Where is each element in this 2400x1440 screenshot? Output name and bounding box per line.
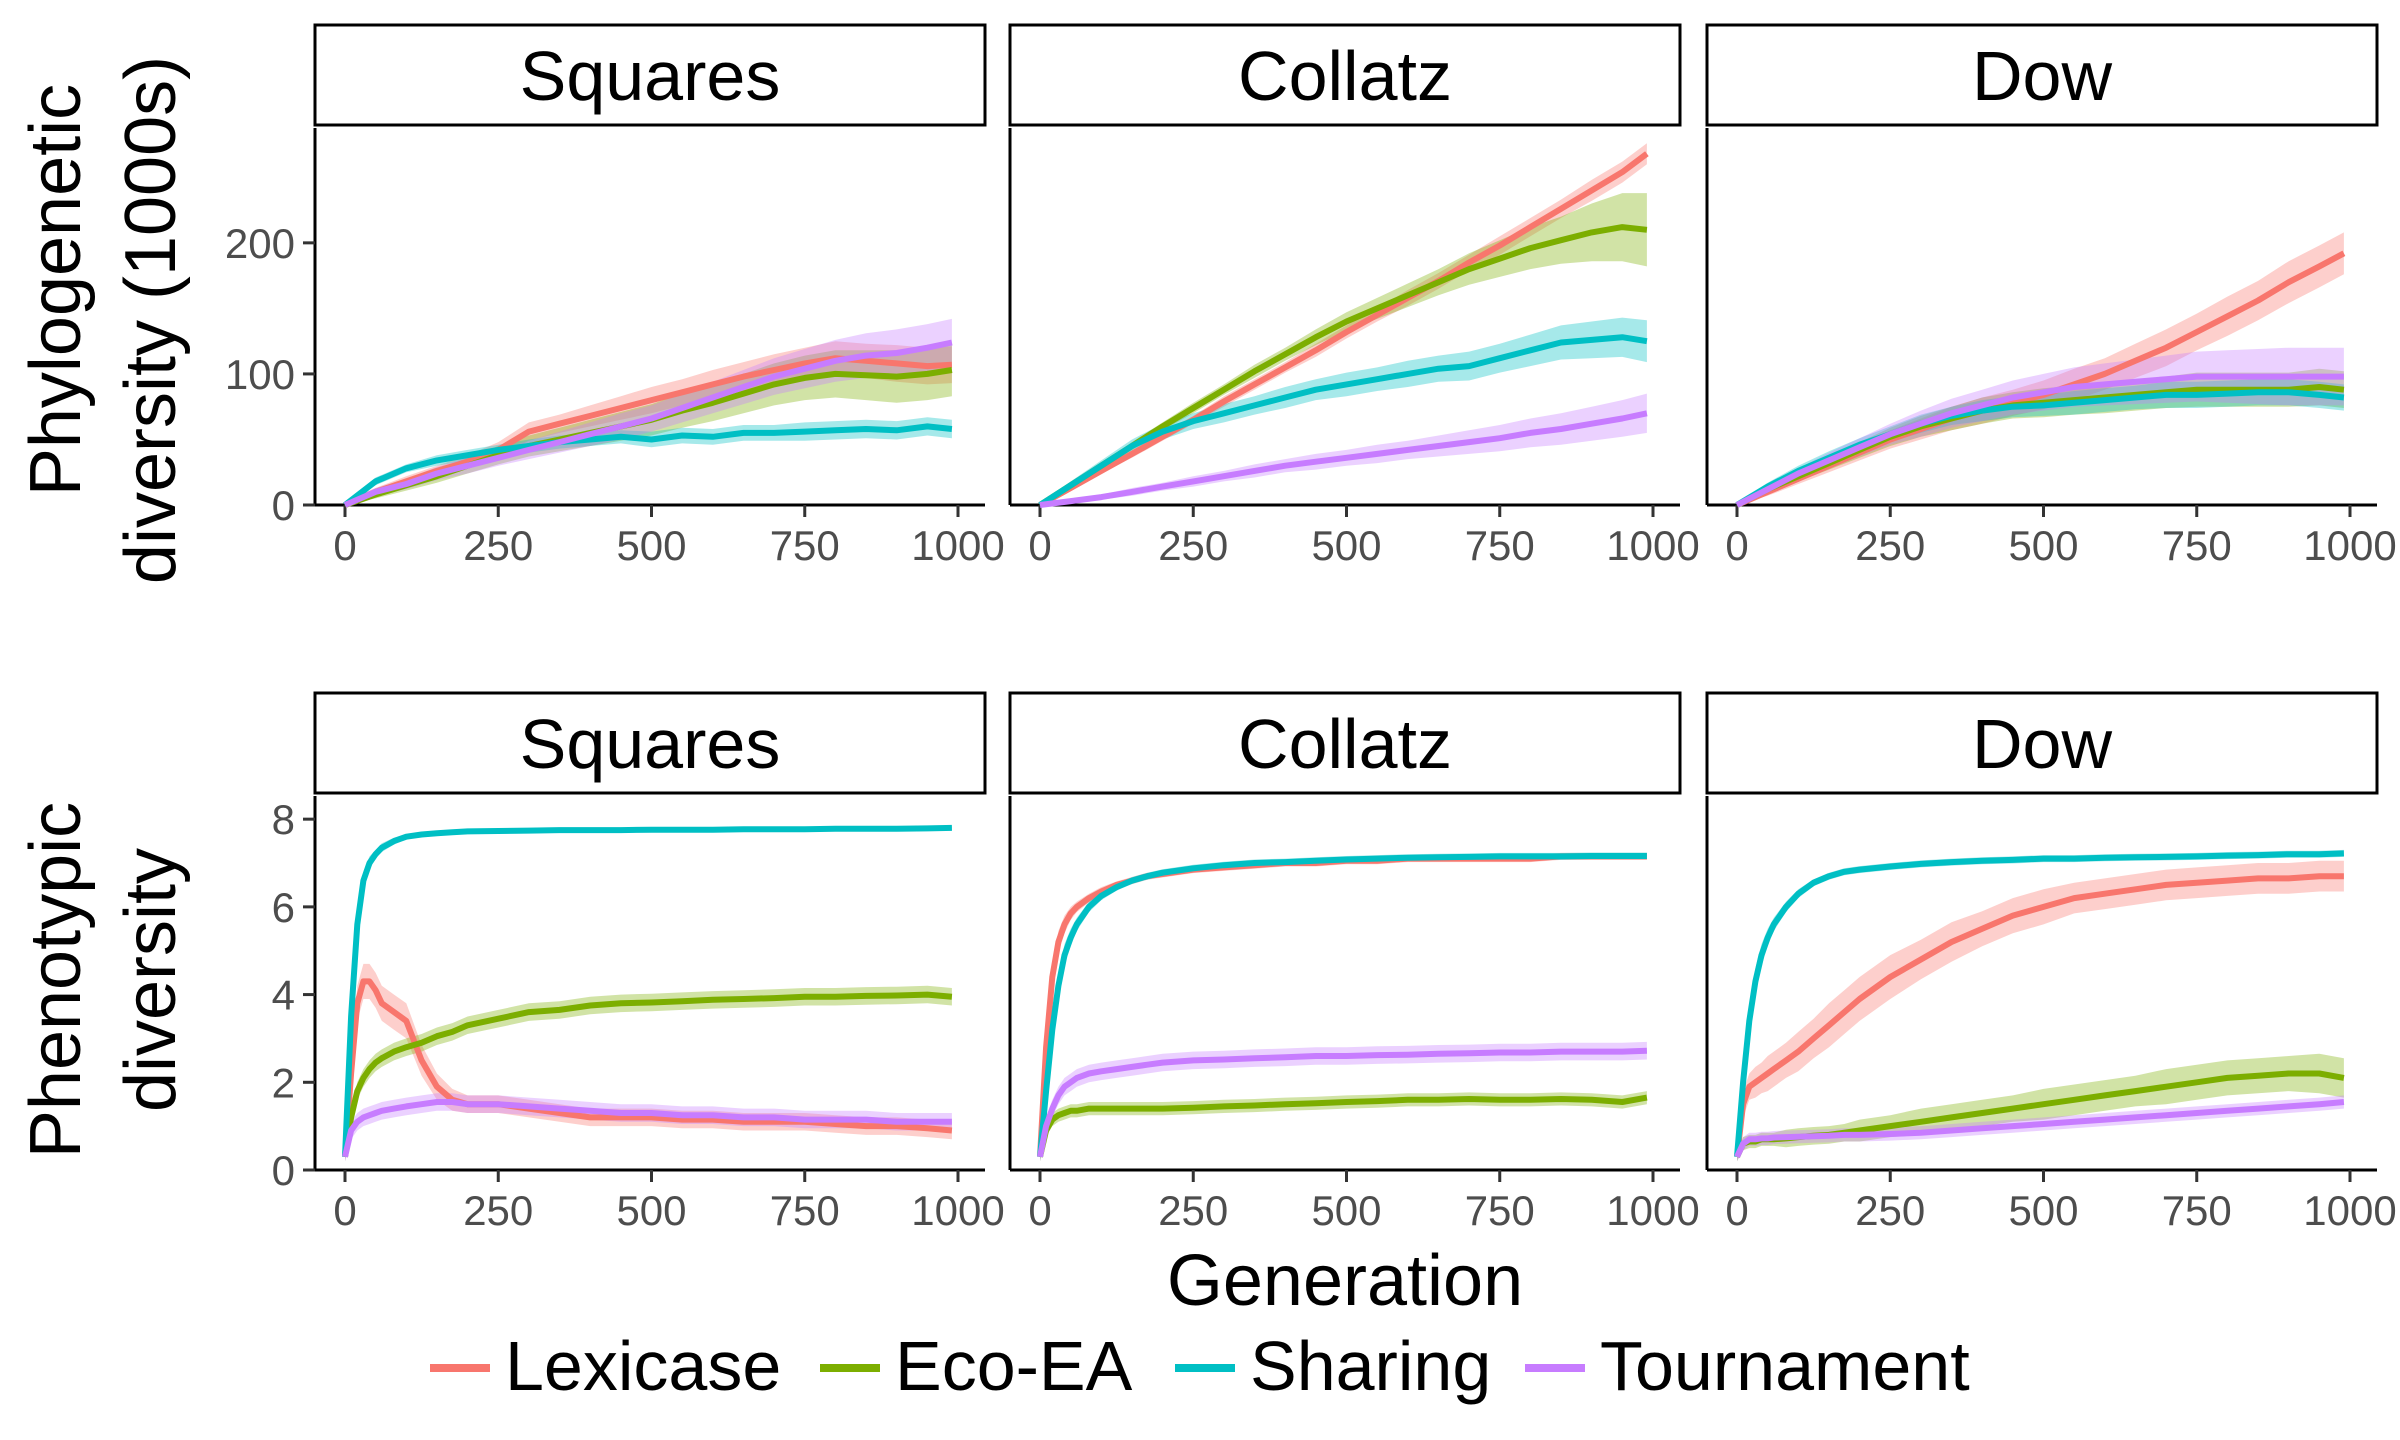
series-line-eco-ea xyxy=(342,991,953,1158)
series-line-tournament xyxy=(1735,373,2344,508)
x-tick-label: 1000 xyxy=(1606,522,1699,569)
y-axis-title-top-line2: diversity (1000s) xyxy=(111,56,191,584)
series-line-tournament xyxy=(1037,1047,1648,1158)
x-tick-label: 750 xyxy=(2162,522,2232,569)
x-tick-label: 1000 xyxy=(2303,522,2396,569)
y-tick-label: 4 xyxy=(272,972,295,1019)
facet-strip xyxy=(1008,691,1682,795)
series-line-sharing xyxy=(1038,334,1648,508)
panel-phylogenetic-collatz: Collatz 0 250 500 750 1000 xyxy=(1008,23,1700,569)
x-tick-label: 250 xyxy=(463,1187,533,1234)
series-band-eco-ea xyxy=(1737,368,2344,505)
x-tick-label: 250 xyxy=(1158,1187,1228,1234)
series-line-tournament xyxy=(1734,1099,2345,1159)
series-band-tournament xyxy=(1040,393,1647,505)
series-line-lexicase xyxy=(1734,873,2344,1158)
y-axis-title-bottom-line1: Phenotypic xyxy=(16,802,96,1158)
legend: Lexicase Eco-EA Sharing Tournament xyxy=(430,1327,1970,1405)
facet-strip-label: Collatz xyxy=(1238,37,1452,115)
x-tick-label: 750 xyxy=(770,1187,840,1234)
series-band-eco-ea xyxy=(345,343,952,505)
x-tick-label: 0 xyxy=(333,1187,356,1234)
series-line-tournament xyxy=(343,339,953,508)
x-tick-label: 750 xyxy=(2162,1187,2232,1234)
panel-phenotypic-dow: Dow 0 250 500 750 1000 xyxy=(1705,691,2397,1234)
x-tick-label: 500 xyxy=(1311,1187,1381,1234)
x-tick-label: 500 xyxy=(2008,522,2078,569)
series-line-sharing xyxy=(343,423,953,508)
legend-label: Eco-EA xyxy=(895,1327,1133,1405)
series-band-tournament xyxy=(1737,347,2344,505)
x-tick-label: 1000 xyxy=(911,1187,1004,1234)
x-tick-label: 250 xyxy=(463,522,533,569)
series-band-sharing xyxy=(1040,317,1647,505)
x-tick-label: 1000 xyxy=(911,522,1004,569)
series-line-sharing xyxy=(1037,853,1647,1158)
series-band-sharing xyxy=(345,417,952,505)
series-line-tournament xyxy=(1039,410,1648,508)
legend-label: Lexicase xyxy=(505,1327,781,1405)
x-tick-label: 0 xyxy=(1028,1187,1051,1234)
legend-item-eco-ea: Eco-EA xyxy=(820,1327,1133,1405)
x-tick-label: 250 xyxy=(1855,1187,1925,1234)
x-tick-label: 0 xyxy=(1028,522,1051,569)
facet-strip-label: Collatz xyxy=(1238,705,1452,783)
facet-strip xyxy=(1705,691,2379,795)
y-tick-label: 0 xyxy=(272,482,295,529)
y-tick-label: 100 xyxy=(225,351,295,398)
x-tick-label: 250 xyxy=(1158,522,1228,569)
series-band-tournament xyxy=(345,1093,952,1162)
x-tick-label: 500 xyxy=(616,522,686,569)
y-tick-label: 0 xyxy=(272,1147,295,1194)
y-tick-label: 200 xyxy=(225,220,295,267)
x-tick-label: 750 xyxy=(1465,1187,1535,1234)
legend-label: Tournament xyxy=(1600,1327,1970,1405)
x-tick-label: 250 xyxy=(1855,522,1925,569)
x-tick-label: 750 xyxy=(770,522,840,569)
series-band-lexicase xyxy=(345,963,952,1162)
legend-label: Sharing xyxy=(1250,1327,1491,1405)
facet-strip xyxy=(313,691,987,795)
x-tick-label: 1000 xyxy=(2303,1187,2396,1234)
x-tick-label: 750 xyxy=(1465,522,1535,569)
legend-item-lexicase: Lexicase xyxy=(430,1327,781,1405)
facet-strip xyxy=(1008,23,1682,127)
series-line-sharing xyxy=(342,824,952,1157)
x-tick-label: 1000 xyxy=(1606,1187,1699,1234)
series-band-lexicase xyxy=(1737,860,2344,1162)
x-tick-label: 0 xyxy=(1725,1187,1748,1234)
series-band-eco-ea xyxy=(345,985,952,1162)
facet-strip xyxy=(1705,23,2379,127)
y-axis-title-top-line1: Phylogenetic xyxy=(16,84,96,496)
x-axis-title: Generation xyxy=(1167,1241,1523,1321)
y-axis-title-bottom-line2: diversity xyxy=(111,848,191,1112)
y-tick-label: 8 xyxy=(272,796,295,843)
x-tick-label: 0 xyxy=(1725,522,1748,569)
y-tick-label: 2 xyxy=(272,1059,295,1106)
facet-strip-label: Dow xyxy=(1972,37,2112,115)
panel-phenotypic-squares: Squares 0 250 500 750 1000 0 2 4 6 8 xyxy=(272,691,1005,1234)
facet-strip xyxy=(313,23,987,127)
x-tick-label: 0 xyxy=(333,522,356,569)
legend-item-sharing: Sharing xyxy=(1175,1327,1491,1405)
series-line-tournament xyxy=(342,1099,952,1158)
x-tick-label: 500 xyxy=(616,1187,686,1234)
panel-phylogenetic-squares: Squares 0 250 500 750 1000 0 100 200 xyxy=(225,23,1005,569)
series-band-eco-ea xyxy=(1040,193,1647,505)
x-tick-label: 500 xyxy=(1311,522,1381,569)
legend-item-tournament: Tournament xyxy=(1525,1327,1970,1405)
facet-strip-label: Dow xyxy=(1972,705,2112,783)
panel-phylogenetic-dow: Dow 0 250 500 750 1000 xyxy=(1705,23,2397,569)
facet-strip-label: Squares xyxy=(520,37,781,115)
panel-phenotypic-collatz: Collatz 0 250 500 750 1000 xyxy=(1008,691,1700,1234)
facet-strip-label: Squares xyxy=(520,705,781,783)
series-line-lexicase xyxy=(1038,151,1649,508)
series-line-eco-ea xyxy=(1037,1094,1648,1158)
series-line-sharing xyxy=(1734,850,2344,1158)
x-tick-label: 500 xyxy=(2008,1187,2078,1234)
series-band-lexicase xyxy=(345,341,952,505)
y-tick-label: 6 xyxy=(272,884,295,931)
